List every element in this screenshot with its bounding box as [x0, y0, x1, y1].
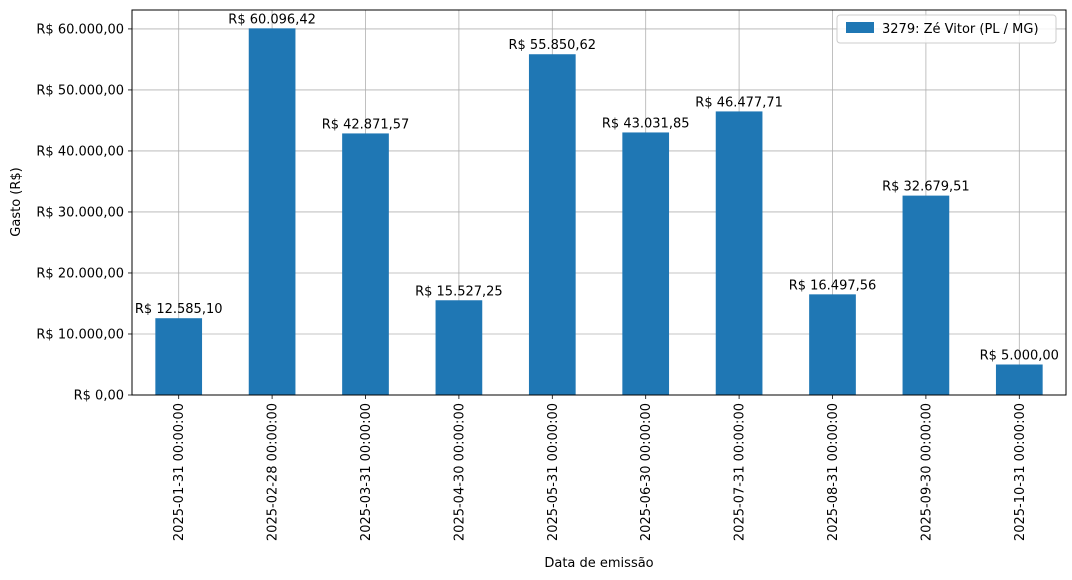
bar-value-label: R$ 12.585,10 — [135, 302, 223, 317]
bar — [342, 133, 389, 395]
bar-value-labels: R$ 12.585,10 R$ 60.096,42 R$ 42.871,57 R$ 1… — [135, 12, 1059, 363]
bar — [435, 300, 483, 395]
bar — [155, 318, 203, 395]
x-tick-label: 2025-02-28 00:00:00 — [266, 403, 281, 541]
bar-value-label: R$ 42.871,57 — [322, 117, 410, 132]
x-ticks: 2025-01-31 00:00:00 2025-02-28 00:00:00 20… — [172, 395, 1028, 541]
legend-entry-label: 3279: Zé Vitor (PL / MG) — [882, 22, 1039, 37]
bar-value-label: R$ 32.679,51 — [882, 180, 970, 195]
y-tick-label: R$ 40.000,00 — [36, 144, 124, 159]
bar-value-label: R$ 5.000,00 — [980, 348, 1059, 363]
bar — [809, 294, 856, 395]
y-tick-label: R$ 50.000,00 — [36, 83, 124, 98]
x-tick-label: 2025-07-31 00:00:00 — [733, 403, 748, 541]
y-axis-label: Gasto (R$) — [9, 167, 24, 236]
y-tick-label: R$ 0,00 — [74, 389, 124, 404]
x-tick-label: 2025-10-31 00:00:00 — [1013, 403, 1028, 541]
x-tick-label: 2025-03-31 00:00:00 — [359, 403, 374, 541]
bar — [902, 195, 950, 395]
legend-swatch — [846, 22, 874, 33]
bar-value-label: R$ 15.527,25 — [415, 284, 503, 299]
bar — [528, 54, 576, 395]
bar — [248, 28, 296, 395]
y-tick-label: R$ 30.000,00 — [36, 205, 124, 220]
y-tick-label: R$ 60.000,00 — [36, 22, 124, 37]
x-tick-label: 2025-08-31 00:00:00 — [826, 403, 841, 541]
bar-value-label: R$ 60.096,42 — [228, 12, 316, 27]
plot-frame — [131, 9, 1067, 396]
legend: 3279: Zé Vitor (PL / MG) — [836, 14, 1057, 44]
bar-value-label: R$ 16.497,56 — [789, 278, 877, 293]
x-tick-label: 2025-09-30 00:00:00 — [919, 403, 934, 541]
x-tick-label: 2025-01-31 00:00:00 — [172, 403, 187, 541]
legend-frame — [836, 14, 1057, 44]
x-axis-label: Data de emissão — [544, 556, 653, 571]
bar-value-label: R$ 46.477,71 — [695, 95, 783, 110]
x-tick-label: 2025-06-30 00:00:00 — [639, 403, 654, 541]
bar — [622, 132, 670, 396]
y-tick-label: R$ 10.000,00 — [36, 327, 124, 342]
y-tick-label: R$ 20.000,00 — [36, 266, 124, 281]
x-tick-label: 2025-04-30 00:00:00 — [452, 403, 467, 541]
bars — [155, 28, 1043, 396]
bar-value-label: R$ 55.850,62 — [508, 38, 596, 53]
x-tick-label: 2025-05-31 00:00:00 — [546, 403, 561, 541]
y-ticks: R$ 0,00 R$ 10.000,00 R$ 20.000,00 R$ 30.000… — [36, 22, 132, 404]
bar — [715, 111, 763, 396]
bar — [995, 364, 1043, 395]
bar-value-label: R$ 43.031,85 — [602, 116, 690, 131]
